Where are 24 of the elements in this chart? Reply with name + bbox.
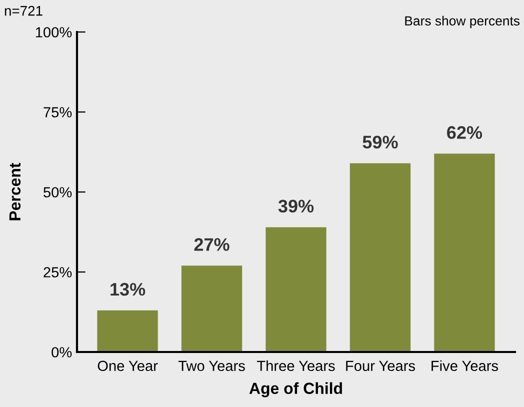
- x-tick-label: Four Years: [346, 360, 415, 372]
- text: Bars show percents: [405, 16, 520, 28]
- x-tick-label: Two Years: [178, 360, 245, 372]
- x-axis-title: Age of Child: [249, 382, 342, 398]
- y-tick-label: 0%: [52, 347, 72, 358]
- y-tick-label: 50%: [44, 187, 72, 198]
- y-tick-label: 100%: [36, 27, 72, 38]
- data-label: 13%: [110, 282, 146, 296]
- y-tick-label: 75%: [44, 107, 72, 118]
- x-tick-label: Three Years: [257, 360, 335, 372]
- data-label: 62%: [447, 126, 482, 139]
- bar: [350, 163, 411, 352]
- x-tick-label: One Year: [98, 360, 158, 372]
- bar: [181, 266, 242, 352]
- text: n=721: [4, 6, 42, 16]
- x-tick-label: Five Years: [432, 360, 498, 372]
- data-label: 39%: [278, 200, 314, 213]
- bar: [97, 310, 158, 352]
- bar: [434, 154, 495, 352]
- data-label: 59%: [362, 136, 398, 149]
- y-axis-title: Percent: [9, 162, 21, 220]
- data-label: 27%: [194, 238, 230, 251]
- y-tick-label: 25%: [44, 267, 72, 278]
- bar: [266, 227, 326, 352]
